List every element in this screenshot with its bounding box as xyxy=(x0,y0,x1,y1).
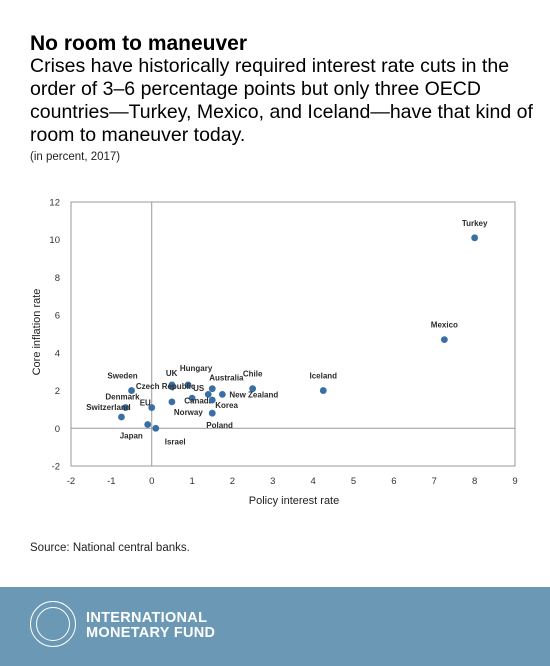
organization-name-line2: MONETARY FUND xyxy=(86,625,216,641)
x-tick-label: 5 xyxy=(351,476,356,487)
y-tick-label: 12 xyxy=(49,198,60,209)
y-tick-label: -2 xyxy=(52,462,60,473)
y-axis-label: Core inflation rate xyxy=(31,289,43,376)
point-label: EU xyxy=(140,399,151,408)
point-label: New Zealand xyxy=(229,390,278,399)
point-label: Chile xyxy=(243,370,263,379)
data-point xyxy=(208,385,216,393)
data-point xyxy=(184,381,192,389)
point-label: Korea xyxy=(215,401,238,410)
data-point xyxy=(208,396,216,404)
point-label: Iceland xyxy=(309,372,337,381)
data-point xyxy=(471,234,479,242)
x-tick-label: 7 xyxy=(432,476,437,487)
data-point xyxy=(249,385,257,393)
imf-seal-logo xyxy=(30,601,76,647)
point-label: Japan xyxy=(120,432,143,441)
point-label: US xyxy=(193,384,205,393)
x-tick-label: 4 xyxy=(311,476,316,487)
x-tick-label: 3 xyxy=(270,476,275,487)
source-note: Source: National central banks. xyxy=(30,542,190,554)
x-tick-label: 2 xyxy=(230,476,235,487)
y-tick-label: 10 xyxy=(49,235,60,246)
chart-subtitle: Crises have historically required intere… xyxy=(30,55,533,146)
data-point xyxy=(319,387,327,394)
point-label: Mexico xyxy=(431,321,458,330)
point-label: Hungary xyxy=(180,364,213,373)
y-tick-label: 8 xyxy=(55,273,60,284)
data-point xyxy=(144,421,152,428)
chart-title: No room to maneuver xyxy=(30,32,248,55)
data-point xyxy=(118,413,125,421)
point-label: UK xyxy=(166,369,178,378)
point-label: Switzerland xyxy=(86,403,131,412)
x-tick-label: 9 xyxy=(512,476,517,487)
x-tick-label: 8 xyxy=(472,476,477,487)
y-tick-label: 0 xyxy=(55,424,60,435)
x-tick-label: -1 xyxy=(107,476,115,487)
data-point xyxy=(168,398,176,406)
data-point xyxy=(128,387,135,394)
plot-frame xyxy=(70,201,516,467)
x-tick-label: 0 xyxy=(149,476,154,487)
units-note: (in percent, 2017) xyxy=(30,151,121,163)
organization-name-line1: INTERNATIONAL xyxy=(86,610,208,626)
x-axis-label: Policy interest rate xyxy=(249,495,339,507)
imf-footer: INTERNATIONAL MONETARY FUND xyxy=(0,587,550,666)
y-tick-label: 2 xyxy=(55,386,60,397)
point-label: Denmark xyxy=(105,393,140,402)
data-point xyxy=(122,404,129,411)
point-label: Poland xyxy=(206,421,233,430)
point-label: Australia xyxy=(209,374,244,383)
point-label: Norway xyxy=(174,408,203,417)
y-tick-label: 4 xyxy=(55,348,60,359)
point-label: Czech Republic xyxy=(136,382,196,391)
x-tick-label: -2 xyxy=(67,476,75,487)
y-tick-label: 6 xyxy=(55,311,60,322)
data-point xyxy=(152,424,160,432)
data-point xyxy=(204,390,212,398)
organization-name: INTERNATIONAL MONETARY FUND xyxy=(86,611,215,641)
data-point xyxy=(188,394,196,402)
data-point xyxy=(440,336,448,344)
data-point xyxy=(218,390,226,398)
data-point xyxy=(208,409,216,417)
point-label: Sweden xyxy=(107,372,137,381)
point-label: Turkey xyxy=(462,219,488,228)
point-label: Canada xyxy=(184,396,213,405)
data-point xyxy=(168,383,176,391)
data-point xyxy=(148,404,156,411)
point-label: Israel xyxy=(165,437,186,446)
x-tick-label: 6 xyxy=(391,476,396,487)
x-tick-label: 1 xyxy=(189,476,194,487)
